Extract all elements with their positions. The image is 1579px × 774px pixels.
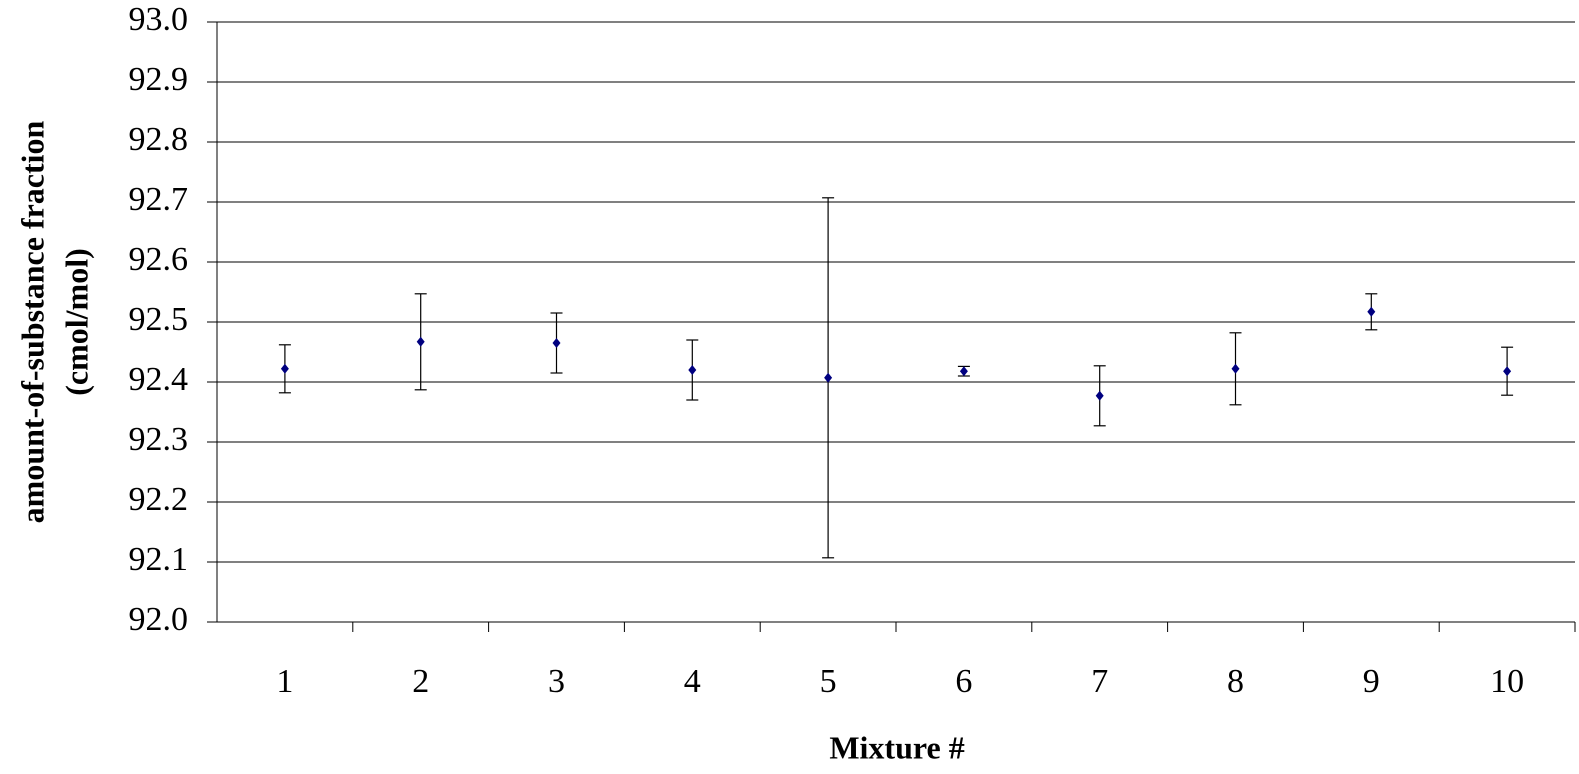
chart: Mixture # amount-of-substance fraction (…	[0, 0, 1579, 774]
y-axis-title: (cmol/mol)	[58, 248, 94, 396]
x-tick-label: 1	[276, 663, 293, 700]
point	[824, 373, 832, 383]
y-tick-label: 92.9	[129, 61, 189, 98]
x-tick-label: 10	[1490, 663, 1524, 700]
x-tick-label: 6	[955, 663, 972, 700]
point	[1096, 391, 1104, 401]
x-axis-title: Mixture #	[829, 729, 964, 765]
y-tick-label: 92.4	[129, 361, 189, 398]
y-tick-label: 92.1	[129, 541, 189, 578]
point	[960, 366, 968, 376]
y-tick-label: 92.8	[129, 121, 189, 158]
point	[1232, 364, 1240, 374]
y-tick-label: 92.5	[129, 301, 189, 338]
y-tick-label: 92.7	[129, 181, 189, 218]
y-axis-title: amount-of-substance fraction	[14, 120, 50, 523]
x-tick-label: 5	[820, 663, 837, 700]
y-tick-label: 93.0	[129, 1, 189, 38]
x-tick-label: 3	[548, 663, 565, 700]
x-tick-label: 8	[1227, 663, 1244, 700]
x-tick-label: 9	[1363, 663, 1380, 700]
point	[1503, 366, 1511, 376]
point	[553, 338, 561, 348]
x-tick-label: 2	[412, 663, 429, 700]
x-tick-label: 4	[684, 663, 701, 700]
y-tick-label: 92.3	[129, 421, 189, 458]
y-tick-label: 92.6	[129, 241, 189, 278]
y-tick-label: 92.2	[129, 481, 189, 518]
y-tick-label: 92.0	[129, 601, 189, 638]
x-tick-label: 7	[1091, 663, 1108, 700]
point	[281, 364, 289, 374]
point	[417, 337, 425, 347]
point	[688, 365, 696, 375]
page: Mixture # amount-of-substance fraction (…	[0, 0, 1579, 774]
point	[1367, 307, 1375, 317]
